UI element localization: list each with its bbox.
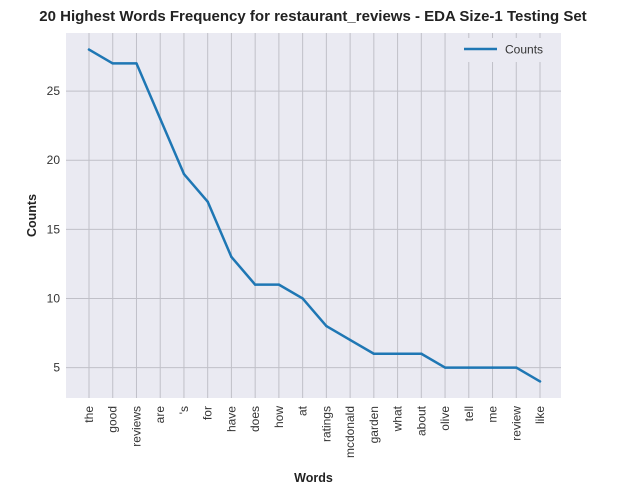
y-tick-label: 10: [47, 291, 61, 305]
y-tick-label: 25: [47, 84, 61, 98]
data-point: [420, 352, 423, 355]
x-tick-label: does: [248, 406, 262, 432]
x-tick-label: garden: [367, 406, 381, 443]
data-point: [301, 297, 304, 300]
chart-title: 20 Highest Words Frequency for restauran…: [39, 8, 586, 25]
y-axis-ticks: 5 10 15 20 25: [47, 84, 61, 375]
data-point: [443, 366, 447, 369]
data-point: [206, 200, 209, 203]
data-point: [325, 324, 328, 328]
x-tick-label: about: [414, 405, 428, 436]
data-point: [348, 338, 352, 342]
data-point: [159, 117, 162, 120]
data-point: [372, 352, 376, 355]
x-tick-label: 's: [177, 406, 191, 414]
x-tick-label: good: [106, 406, 120, 433]
x-tick-label: at: [296, 405, 310, 416]
x-tick-label: what: [391, 405, 405, 432]
x-tick-label: tell: [462, 406, 476, 421]
data-point: [111, 62, 114, 65]
x-tick-label: review: [509, 406, 523, 441]
x-tick-label: reviews: [129, 406, 143, 447]
y-tick-label: 15: [47, 222, 61, 236]
x-tick-label: how: [272, 406, 286, 428]
x-tick-label: olive: [438, 406, 452, 431]
data-point: [277, 283, 281, 286]
data-point: [538, 380, 542, 383]
data-point: [87, 48, 91, 51]
data-point: [230, 255, 233, 259]
data-point: [135, 62, 138, 65]
y-tick-label: 5: [53, 361, 60, 375]
data-point: [515, 366, 518, 369]
x-tick-label: ratings: [319, 406, 333, 442]
x-axis-ticks: the good reviews are 's for have does how at ratin…: [82, 405, 547, 458]
legend-label: Counts: [505, 43, 543, 57]
x-tick-label: like: [533, 406, 547, 424]
x-tick-label: for: [201, 406, 215, 420]
series-layer: [87, 48, 542, 383]
data-point: [491, 366, 494, 369]
x-tick-label: mcdonald: [343, 406, 357, 458]
x-tick-label: the: [82, 406, 96, 423]
data-point: [467, 366, 470, 369]
data-point: [182, 172, 186, 176]
x-axis-label: Words: [294, 471, 333, 485]
grid: [66, 33, 561, 398]
y-axis-label: Counts: [25, 194, 39, 237]
x-tick-label: me: [486, 406, 500, 423]
data-point: [253, 283, 257, 286]
x-tick-label: have: [224, 406, 238, 432]
y-tick-label: 20: [47, 153, 61, 167]
series-line: [87, 48, 542, 383]
x-tick-label: are: [153, 406, 167, 424]
data-point: [396, 352, 399, 355]
plot-area: [66, 33, 561, 398]
legend: Counts: [455, 38, 555, 62]
